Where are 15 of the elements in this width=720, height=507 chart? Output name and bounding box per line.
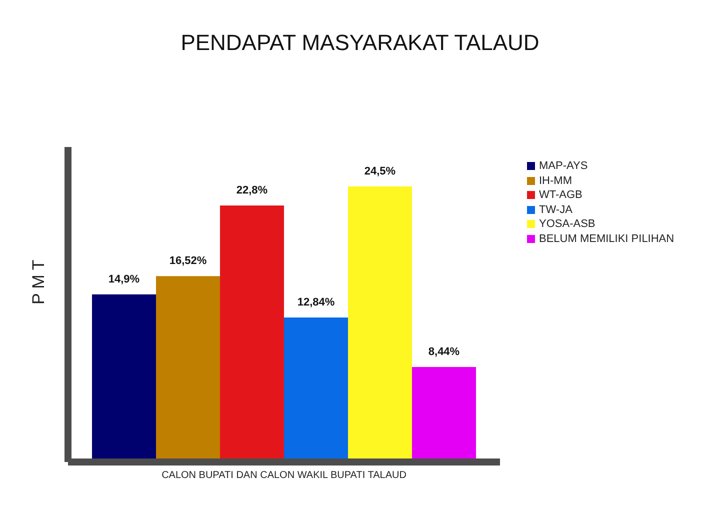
x-axis-title: CALON BUPATI DAN CALON WAKIL BUPATI TALAUD — [162, 470, 406, 481]
chart-title: PENDAPAT MASYARAKAT TALAUD — [180, 30, 540, 56]
data-label: 12,84% — [297, 296, 335, 309]
legend-label: TW-JA — [539, 204, 572, 216]
legend-label: WT-AGB — [539, 189, 582, 202]
data-label: 14,9% — [108, 273, 140, 286]
legend-label: MAP-AYS — [539, 160, 588, 172]
data-label: 16,52% — [169, 255, 207, 268]
data-label: 24,5% — [364, 165, 396, 178]
legend-label: YOSA-ASB — [539, 218, 596, 230]
y-axis-title: P M T — [29, 260, 48, 304]
data-label: 22,8% — [236, 184, 268, 196]
legend-label: BELUM MEMILIKI PILIHAN — [539, 232, 674, 245]
data-label: 8,44% — [428, 346, 460, 358]
legend-label: IH-MM — [539, 174, 572, 187]
